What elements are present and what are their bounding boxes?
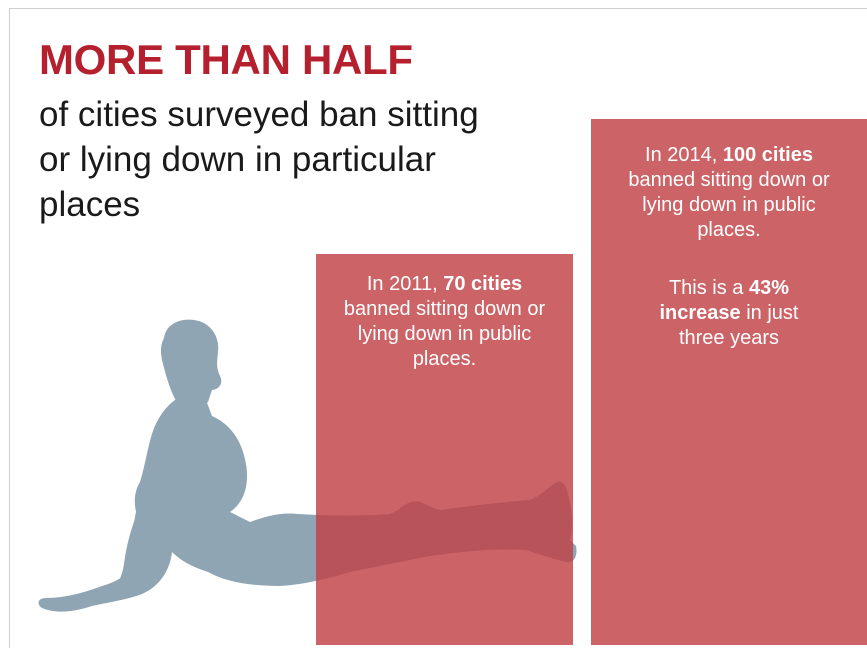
bar-2014-value: 100 cities bbox=[722, 144, 813, 166]
increase-note-lead: This is a bbox=[668, 277, 749, 299]
bar-2011-year-lead: In 2011, bbox=[366, 273, 444, 295]
increase-note-value: 43% increase bbox=[659, 277, 790, 324]
increase-note: This is a 43% increase in just three yea… bbox=[603, 276, 855, 351]
bar-2011-description: banned sitting down or lying down in pub… bbox=[343, 298, 546, 370]
bar-2011-value: 70 cities bbox=[443, 273, 523, 295]
bar-2014-description: banned sitting down or lying down in pub… bbox=[628, 169, 830, 241]
subhead: of cities surveyed ban sitting or lying … bbox=[39, 95, 479, 224]
increase-note-tail: in just three years bbox=[678, 302, 799, 349]
bar-2011: In 2011, 70 cities banned sitting down o… bbox=[316, 254, 573, 645]
bar-2014-year-lead: In 2014, bbox=[645, 144, 723, 166]
infographic-frame bbox=[9, 8, 867, 648]
silhouette-arm bbox=[108, 428, 180, 600]
sitting-person-silhouette-icon bbox=[38, 319, 577, 612]
bar-2011-text: In 2011, 70 cities banned sitting down o… bbox=[335, 272, 555, 372]
bar-2014: In 2014, 100 cities banned sitting down … bbox=[591, 119, 867, 645]
bar-2014-text: In 2014, 100 cities banned sitting down … bbox=[614, 143, 844, 243]
headline: MORE THAN HALF bbox=[39, 36, 413, 83]
silhouette-head bbox=[160, 319, 222, 409]
